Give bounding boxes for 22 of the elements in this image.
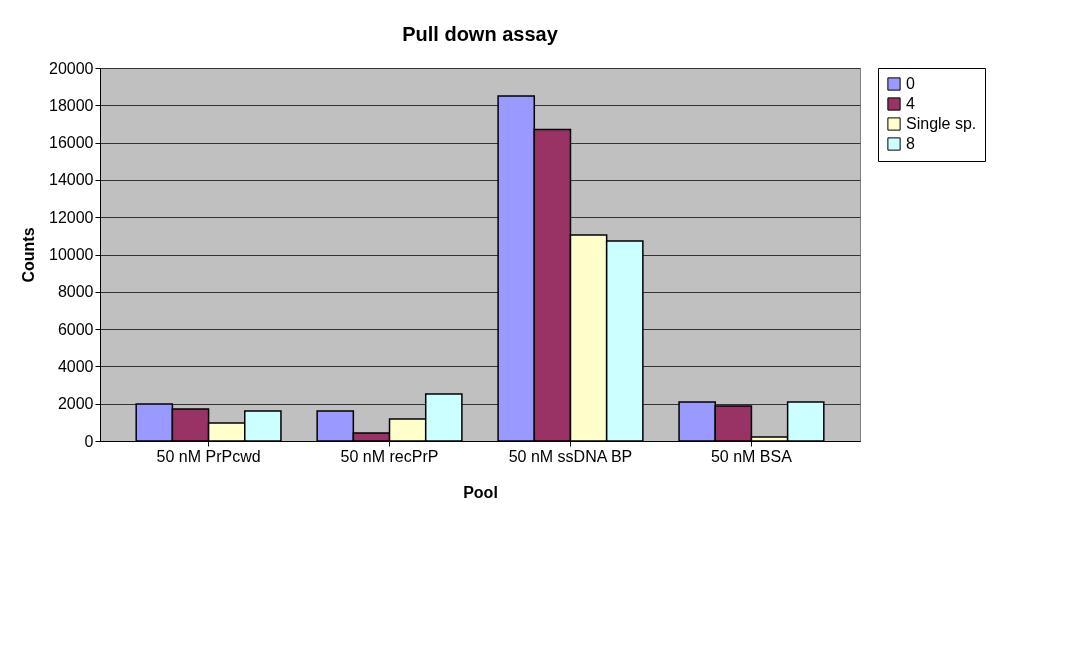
y-tick-label: 0 (84, 432, 94, 450)
y-tick-label: 14000 (49, 171, 94, 189)
legend-label: 0 (906, 75, 915, 92)
y-tick-label: 4000 (57, 357, 94, 375)
y-tick-label: 10000 (49, 246, 94, 263)
x-axis-title: Pool (463, 483, 498, 501)
y-tick-label: 20000 (49, 59, 94, 77)
x-tick-label: 50 nM PrPcwd (156, 447, 261, 465)
x-tick-label: 50 nM recPrP (340, 447, 439, 465)
y-axis-title: Counts (20, 227, 38, 283)
x-tick-label: 50 nM ssDNA BP (508, 447, 633, 465)
y-tick-label: 18000 (49, 96, 94, 114)
y-tick-label: 16000 (49, 134, 94, 152)
chart-title: Pull down assay (402, 23, 559, 45)
y-tick-label: 2000 (57, 395, 94, 413)
y-tick-label: 12000 (49, 208, 94, 226)
x-tick-label: 50 nM BSA (710, 447, 793, 465)
legend-label: Single sp. (906, 115, 977, 132)
y-tick-label: 8000 (57, 283, 94, 301)
y-tick-label: 6000 (57, 320, 94, 338)
legend-label: 8 (906, 135, 915, 152)
legend-label: 4 (906, 95, 915, 112)
